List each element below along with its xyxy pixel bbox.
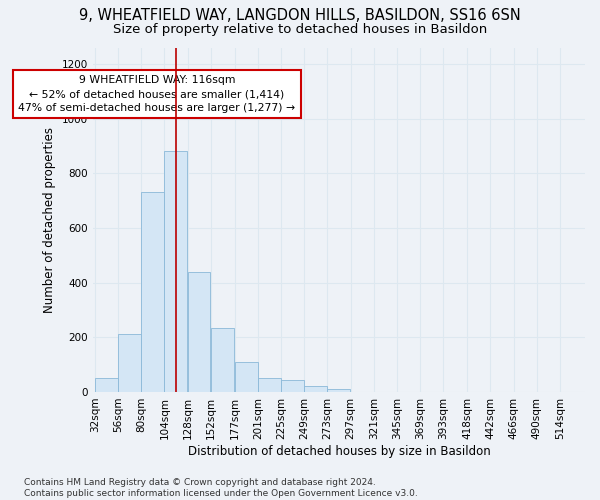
Bar [281, 380, 304, 392]
Bar [258, 378, 281, 392]
Bar [188, 272, 211, 392]
Bar [118, 334, 141, 392]
Text: 9 WHEATFIELD WAY: 116sqm
← 52% of detached houses are smaller (1,414)
47% of sem: 9 WHEATFIELD WAY: 116sqm ← 52% of detach… [19, 75, 296, 113]
Text: 9, WHEATFIELD WAY, LANGDON HILLS, BASILDON, SS16 6SN: 9, WHEATFIELD WAY, LANGDON HILLS, BASILD… [79, 8, 521, 22]
Bar [304, 386, 327, 392]
Bar [95, 378, 118, 392]
Text: Size of property relative to detached houses in Basildon: Size of property relative to detached ho… [113, 22, 487, 36]
X-axis label: Distribution of detached houses by size in Basildon: Distribution of detached houses by size … [188, 444, 490, 458]
Bar [328, 388, 350, 392]
Bar [164, 152, 187, 392]
Bar [235, 362, 257, 392]
Y-axis label: Number of detached properties: Number of detached properties [43, 126, 56, 312]
Bar [211, 328, 235, 392]
Text: Contains HM Land Registry data © Crown copyright and database right 2024.
Contai: Contains HM Land Registry data © Crown c… [24, 478, 418, 498]
Bar [142, 192, 164, 392]
